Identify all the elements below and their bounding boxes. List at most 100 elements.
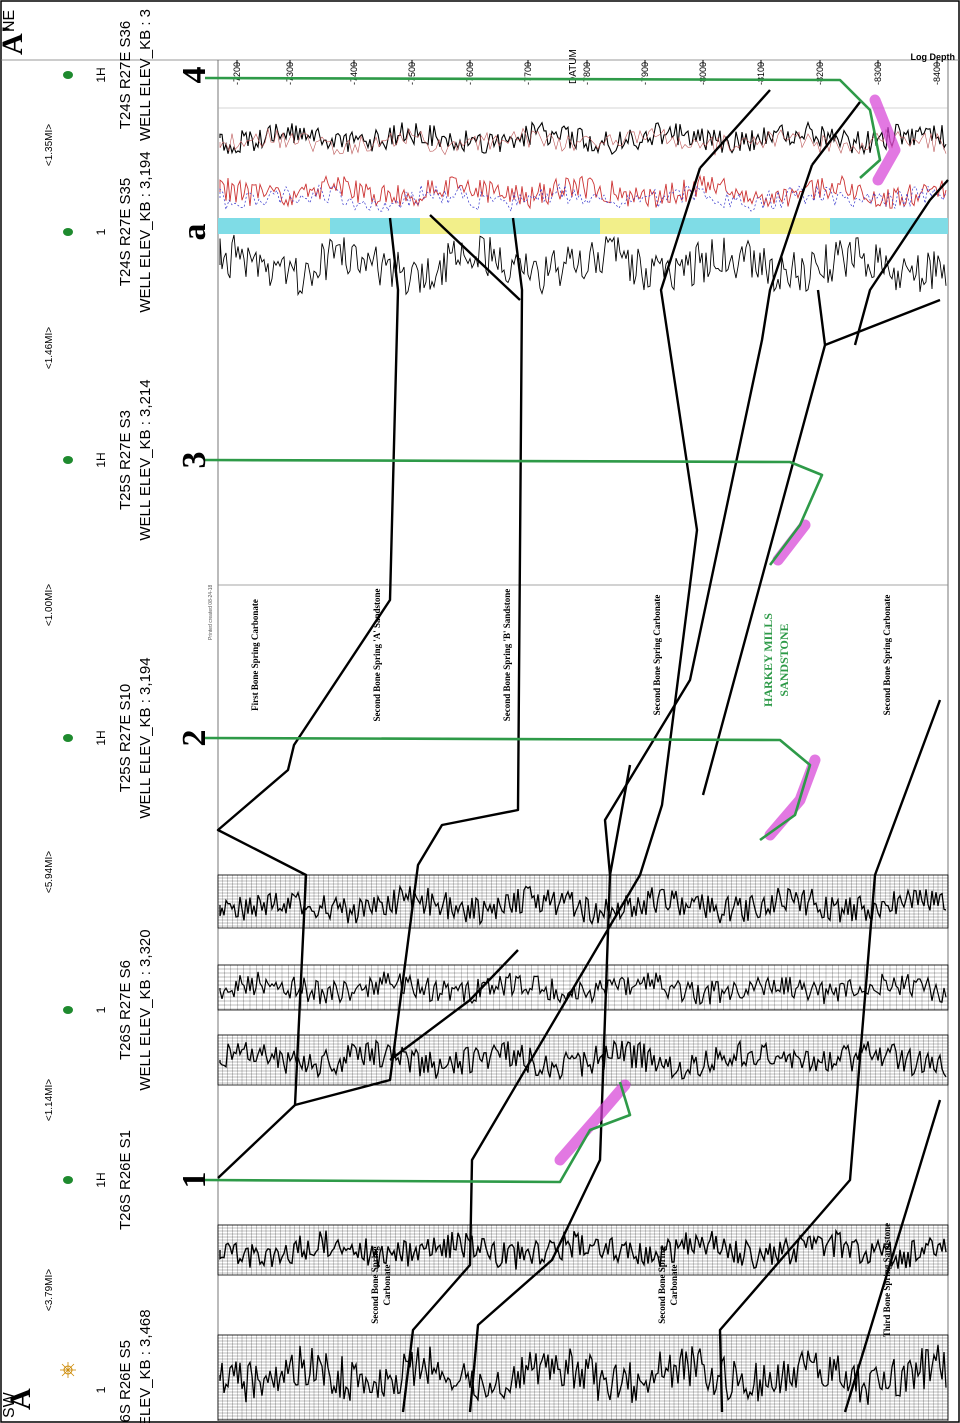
- section-start-label: A: [4, 1388, 37, 1410]
- formation-name: Second Bone Spring: [370, 1246, 380, 1324]
- formation-label: Second Bone Spring Carbonate: [657, 1246, 679, 1324]
- depth-tick-label: -8400: [932, 62, 942, 85]
- well-header[interactable]: 1H T24S R27E S36 WELL ELEV_KB : 3 4: [63, 9, 213, 141]
- well-elevation: WELL ELEV_KB : 3,320: [137, 929, 154, 1090]
- oil-well-icon: [63, 1006, 73, 1014]
- depth-header: Log Depth: [911, 52, 956, 62]
- formation-name: Second Bone Spring 'A' Sandstone: [372, 588, 382, 721]
- formation-name: Third Bone Spring Sandstone: [882, 1223, 892, 1337]
- well-suffix: 1: [94, 228, 108, 235]
- horizon-line: [294, 217, 524, 1107]
- formation-label: Third Bone Spring Sandstone: [882, 1223, 892, 1337]
- well-header[interactable]: 1 T26S R27E S6 WELL ELEV_KB : 3,320: [63, 929, 154, 1091]
- target-interval: [554, 1079, 631, 1166]
- well-elevation: WELL ELEV_KB : 3,214: [137, 379, 154, 540]
- horizon-line: [824, 298, 941, 347]
- horizon-line: [701, 289, 827, 796]
- wellbore-path: [204, 1081, 632, 1184]
- well-elevation: WELL ELEV_KB : 3,468: [137, 1309, 154, 1423]
- formation-name: Carbonate: [669, 1264, 679, 1305]
- section-end-label: A': [0, 25, 29, 55]
- horizon-line: [843, 1099, 942, 1413]
- well-number: 4: [176, 67, 213, 84]
- oil-well-icon: [63, 734, 73, 742]
- formation-name: Second Bone Spring: [657, 1246, 667, 1324]
- well-name: T26S R26E S1: [117, 1130, 134, 1230]
- log-curve: [219, 1344, 947, 1405]
- log-curve: [219, 127, 947, 156]
- formation-label: Second Bone Spring Carbonate: [882, 595, 892, 716]
- horizon-line: [389, 949, 519, 1061]
- well-suffix: 1H: [94, 1172, 108, 1187]
- horizon-line: [216, 217, 400, 1179]
- well-spacing: <3.79MI>: [44, 1269, 55, 1311]
- well-elevation: WELL ELEV_KB : 3,194: [137, 657, 154, 818]
- well-header[interactable]: 1H T25S R27E S10 WELL ELEV_KB : 3,194 2: [63, 657, 213, 819]
- well-suffix: 1: [94, 1006, 108, 1013]
- formation-label: Second Bone Spring Carbonate: [370, 1246, 392, 1324]
- well-spacing: <1.00MI>: [44, 584, 55, 626]
- lithology-track-segment: [420, 218, 480, 234]
- lithology-track-segment: [760, 218, 830, 234]
- target-interval: [869, 94, 901, 186]
- well-spacing: <1.35MI>: [44, 124, 55, 166]
- depth-tick-label: -7900: [640, 62, 650, 85]
- log-curve: [219, 174, 947, 210]
- formation-name: First Bone Spring Carbonate: [250, 599, 260, 711]
- formation-name: Second Bone Spring 'B' Sandstone: [502, 589, 512, 722]
- horizon-line: [718, 699, 942, 1413]
- well-number: 3: [176, 452, 213, 469]
- print-note: Printed created 08-24-18: [208, 584, 214, 640]
- depth-tick-label: -8000: [698, 62, 708, 85]
- horizon-line: [853, 179, 949, 346]
- formation-name: Carbonate: [382, 1264, 392, 1305]
- formation-labels: Second Bone Spring Carbonate Second Bone S…: [250, 588, 892, 1337]
- formation-name: SANDSTONE: [777, 623, 791, 696]
- formation-label: Second Bone Spring 'A' Sandstone: [372, 588, 382, 721]
- well-logs: [217, 120, 949, 1421]
- well-name: T25S R27E S3: [117, 410, 134, 510]
- well-suffix: 1: [94, 1386, 108, 1393]
- well-paths: [204, 76, 901, 1184]
- well-header[interactable]: 1H T26S R26E S1 1: [63, 1130, 213, 1230]
- well-header[interactable]: 1 T26S R26E S5 WELL ELEV_KB : 3,468: [60, 1309, 154, 1423]
- formation-name: HARKEY MILLS: [761, 613, 775, 707]
- oil-well-icon: [63, 456, 73, 464]
- oil-well-icon: [63, 228, 73, 236]
- log-curve: [219, 120, 947, 156]
- well-name: T26S R27E S6: [117, 960, 134, 1060]
- formation-label: First Bone Spring Carbonate: [250, 599, 260, 711]
- depth-tick-label: -7400: [349, 62, 359, 85]
- wellbore-path: [204, 76, 882, 179]
- well-headers: 1 T26S R26E S5 WELL ELEV_KB : 3,468 1H T26S …: [60, 9, 213, 1423]
- well-header[interactable]: 1 T24S R27E S35 WELL ELEV_KB : 3,194 a: [63, 151, 213, 313]
- formation-label: HARKEY MILLS SANDSTONE: [761, 613, 791, 707]
- wellbore-path: [204, 736, 812, 842]
- oil-well-icon: [63, 1176, 73, 1184]
- depth-tick-label: -8200: [815, 62, 825, 85]
- depth-tick-label: -7700: [523, 62, 533, 85]
- well-spacing: <5.94MI>: [44, 851, 55, 893]
- well-suffix: 1H: [94, 452, 108, 467]
- sw-label: SW: [1, 1391, 18, 1418]
- formation-name: Second Bone Spring Carbonate: [652, 595, 662, 716]
- well-name: T24S R27E S36: [117, 21, 134, 129]
- well-suffix: 1H: [94, 67, 108, 82]
- depth-tick-label: -7600: [465, 62, 475, 85]
- horizon-line: [811, 101, 861, 166]
- well-number: a: [176, 224, 213, 241]
- oil-well-icon: [63, 71, 73, 79]
- log-curve: [219, 884, 947, 926]
- lithology-track-segment: [600, 218, 650, 234]
- well-name: T26S R26E S5: [117, 1340, 134, 1423]
- well-header[interactable]: 1H T25S R27E S3 WELL ELEV_KB : 3,214 3: [63, 379, 213, 541]
- horizon-line: [401, 167, 702, 1413]
- horizon-line: [603, 164, 814, 876]
- well-spacings: <3.79MI> <1.14MI> <5.94MI> <1.00MI> <1.46MI>…: [44, 124, 55, 1311]
- depth-tick-label: -8300: [873, 62, 883, 85]
- well-number: 2: [176, 730, 213, 747]
- horizon-line: [429, 214, 521, 301]
